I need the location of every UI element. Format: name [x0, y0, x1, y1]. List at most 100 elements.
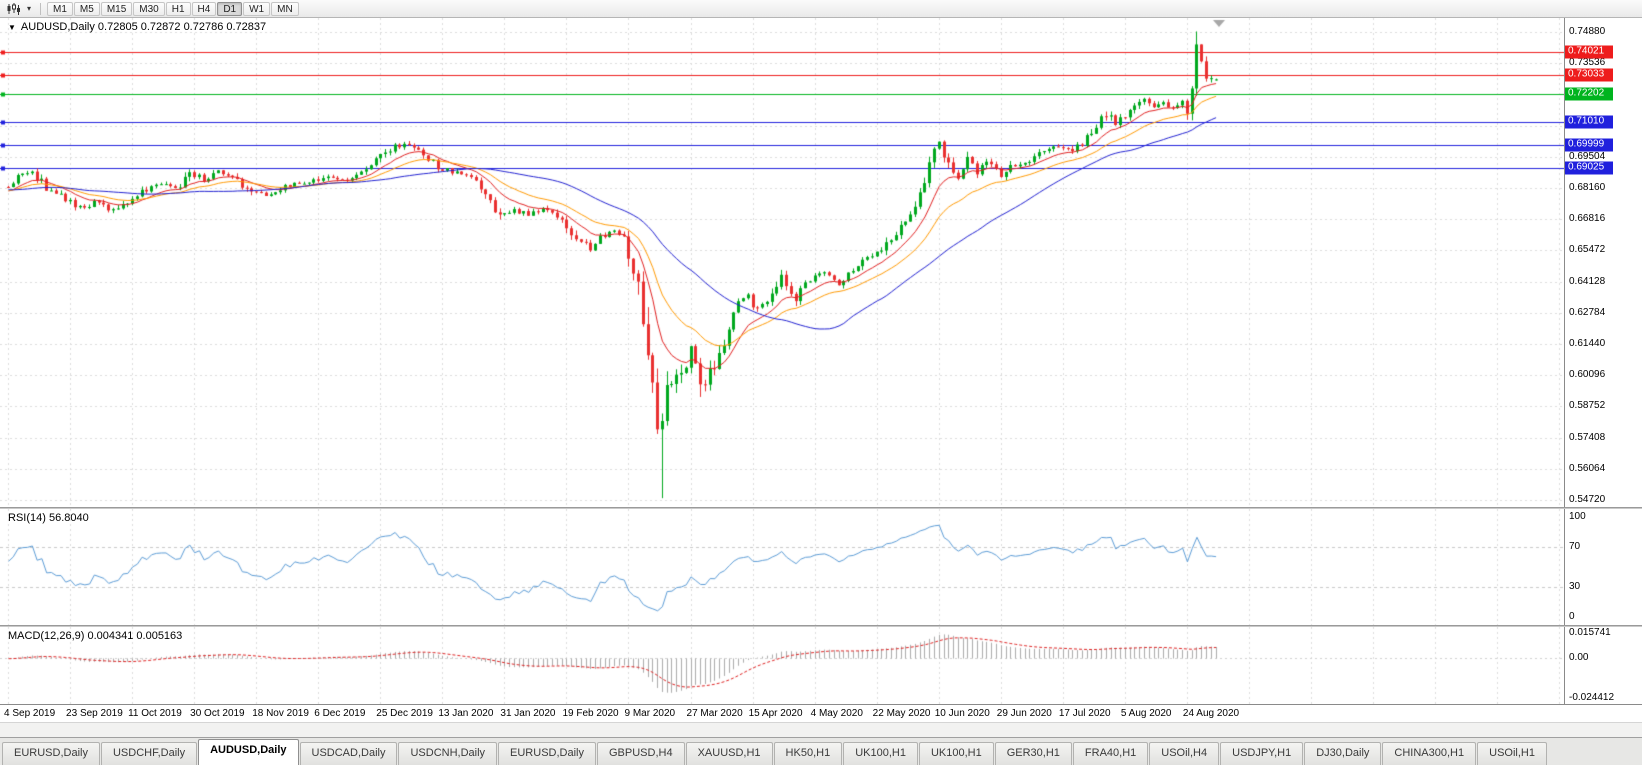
price-line-label[interactable]: 0.74021 [1565, 45, 1613, 59]
price-axis-tick: 0.54720 [1569, 494, 1606, 505]
chart-tab-eurusd-daily[interactable]: EURUSD,Daily [498, 742, 596, 765]
price-line-label[interactable]: 0.69999 [1565, 138, 1613, 152]
toolbar-separator [40, 2, 41, 15]
chart-tab-usdchf-daily[interactable]: USDCHF,Daily [100, 742, 198, 765]
date-axis-label: 5 Aug 2020 [1120, 708, 1172, 719]
chart-tab-usdcad-daily[interactable]: USDCAD,Daily [299, 742, 398, 765]
price-line-label[interactable]: 0.72202 [1565, 87, 1613, 101]
rsi-axis-tick: 100 [1569, 511, 1586, 522]
price-axis-tick: 0.74880 [1569, 26, 1606, 37]
chart-tab-ger30-h1[interactable]: GER30,H1 [994, 742, 1072, 765]
date-axis-label: 27 Mar 2020 [686, 708, 743, 719]
timeframe-button-mn[interactable]: MN [271, 1, 299, 16]
price-axis-tick: 0.62784 [1569, 306, 1606, 318]
chart-tab-audusd-daily[interactable]: AUDUSD,Daily [198, 739, 299, 765]
panel-splitter-macd[interactable] [0, 625, 1642, 627]
price-axis-tick: 0.65472 [1569, 244, 1606, 256]
chevron-down-icon[interactable]: ▾ [26, 4, 31, 13]
main-chart-panel: ▼ AUDUSD,Daily 0.72805 0.72872 0.72786 0… [0, 18, 1642, 507]
price-axis-tick: 0.61440 [1569, 338, 1606, 349]
chart-collapse-triangle-icon[interactable]: ▼ [8, 22, 16, 32]
date-axis-label: 29 Jun 2020 [996, 708, 1052, 719]
price-axis-tick: 0.57408 [1569, 431, 1606, 443]
rsi-axis-tick: 0 [1569, 611, 1575, 622]
rsi-axis: 100 70 30 0 [1564, 509, 1642, 625]
date-axis-label: 18 Nov 2019 [252, 708, 309, 719]
macd-label: MACD(12,26,9) 0.004341 0.005163 [8, 630, 182, 642]
main-chart-canvas[interactable] [0, 18, 1564, 507]
chart-tab-uk100-h1[interactable]: UK100,H1 [843, 742, 918, 765]
panel-splitter-rsi[interactable] [0, 507, 1642, 509]
timeframes-toolbar: ▾ M1 M5 M15 M30 H1 H4 D1 W1 MN [0, 0, 1642, 18]
timeframe-button-m1[interactable]: M1 [47, 1, 73, 16]
chart-tab-xauusd-h1[interactable]: XAUUSD,H1 [685, 742, 773, 765]
price-axis-tick: 0.73536 [1569, 57, 1606, 69]
rsi-label: RSI(14) 56.8040 [8, 512, 89, 524]
timeframe-button-m5[interactable]: M5 [73, 1, 100, 16]
macd-label-text: MACD(12,26,9) 0.004341 0.005163 [8, 630, 183, 642]
timeframe-buttons-group: M1 M5 M15 M30 H1 H4 D1 W1 MN [47, 1, 299, 16]
chart-tab-dj30-daily[interactable]: DJ30,Daily [1304, 742, 1382, 765]
chart-tab-usdcnh-daily[interactable]: USDCNH,Daily [398, 742, 498, 765]
date-axis-label: 13 Jan 2020 [438, 708, 494, 719]
chart-tab-uk100-h1[interactable]: UK100,H1 [918, 742, 994, 765]
timeframe-button-h1[interactable]: H1 [165, 1, 191, 16]
macd-axis-tick: 0.015741 [1569, 627, 1611, 638]
price-axis-tick: 0.64128 [1569, 275, 1606, 287]
price-line-label[interactable]: 0.71010 [1565, 115, 1613, 129]
timeframe-button-w1[interactable]: W1 [243, 1, 271, 16]
date-axis-label: 24 Aug 2020 [1182, 708, 1240, 719]
price-axis-tick: 0.68160 [1569, 182, 1606, 193]
chart-title: ▼ AUDUSD,Daily 0.72805 0.72872 0.72786 0… [8, 21, 266, 33]
candlestick-glyph [7, 2, 20, 15]
timeframe-button-m30[interactable]: M30 [133, 1, 165, 16]
chart-tab-usoil-h1[interactable]: USOil,H1 [1477, 742, 1547, 765]
price-axis-tick: 0.58752 [1569, 400, 1606, 412]
rsi-canvas[interactable] [0, 509, 1564, 625]
chart-title-text: AUDUSD,Daily 0.72805 0.72872 0.72786 0.7… [20, 21, 267, 33]
chart-tab-china300-h1[interactable]: CHINA300,H1 [1382, 742, 1477, 765]
date-axis-label: 9 Mar 2020 [624, 708, 676, 719]
date-axis-label: 4 May 2020 [810, 708, 863, 719]
date-axis-label: 10 Jun 2020 [934, 708, 990, 719]
price-line-label[interactable]: 0.69025 [1565, 161, 1613, 175]
candlestick-chart-icon[interactable] [4, 2, 22, 16]
timeframe-button-d1[interactable]: D1 [217, 1, 243, 16]
date-axis-label: 6 Dec 2019 [314, 708, 366, 719]
date-axis-label: 17 Jul 2020 [1058, 708, 1111, 719]
timeframe-button-h4[interactable]: H4 [191, 1, 217, 16]
rsi-label-text: RSI(14) 56.8040 [8, 512, 89, 524]
rsi-indicator-panel: RSI(14) 56.8040 100 70 30 0 [0, 509, 1642, 625]
rsi-axis-tick: 30 [1569, 581, 1581, 592]
price-axis-tick: 0.66816 [1569, 213, 1606, 225]
macd-axis: 0.015741 0.00 -0.024412 [1564, 627, 1642, 704]
date-axis-label: 25 Dec 2019 [376, 708, 433, 719]
rsi-axis-tick: 70 [1569, 541, 1581, 552]
date-axis-label: 30 Oct 2019 [190, 708, 245, 719]
date-axis-label: 11 Oct 2019 [128, 708, 182, 719]
chart-tab-hk50-h1[interactable]: HK50,H1 [773, 742, 843, 765]
price-axis-tick: 0.69504 [1569, 150, 1606, 162]
macd-indicator-panel: MACD(12,26,9) 0.004341 0.005163 0.015741… [0, 627, 1642, 704]
price-line-label[interactable]: 0.73033 [1565, 68, 1613, 82]
date-axis[interactable]: 4 Sep 2019 23 Sep 2019 11 Oct 2019 30 Oct 2… [0, 704, 1642, 722]
timeframe-button-m15[interactable]: M15 [100, 1, 133, 16]
price-axis[interactable]: 0.748800.735360.721920.708480.695040.681… [1564, 18, 1642, 507]
chart-tab-eurusd-daily[interactable]: EURUSD,Daily [2, 742, 100, 765]
price-axis-tick: 0.56064 [1569, 462, 1606, 474]
date-axis-label: 19 Feb 2020 [562, 708, 619, 719]
window-bottom-strip [0, 722, 1642, 737]
price-axis-tick: 0.60096 [1569, 369, 1606, 381]
macd-axis-tick: -0.024412 [1569, 692, 1615, 703]
date-axis-label: 4 Sep 2019 [4, 708, 56, 719]
date-axis-label: 15 Apr 2020 [748, 708, 803, 719]
chart-tabs-bar: EURUSD,Daily USDCHF,Daily AUDUSD,Daily USDC… [0, 737, 1642, 765]
date-axis-label: 22 May 2020 [872, 708, 931, 719]
chart-tab-usoil-h4[interactable]: USOil,H4 [1149, 742, 1220, 765]
macd-axis-tick: 0.00 [1569, 652, 1589, 664]
macd-canvas[interactable] [0, 627, 1564, 704]
chart-tab-gbpusd-h4[interactable]: GBPUSD,H4 [597, 742, 685, 765]
chart-tab-fra40-h1[interactable]: FRA40,H1 [1072, 742, 1149, 765]
chart-tab-usdjpy-h1[interactable]: USDJPY,H1 [1220, 742, 1304, 765]
